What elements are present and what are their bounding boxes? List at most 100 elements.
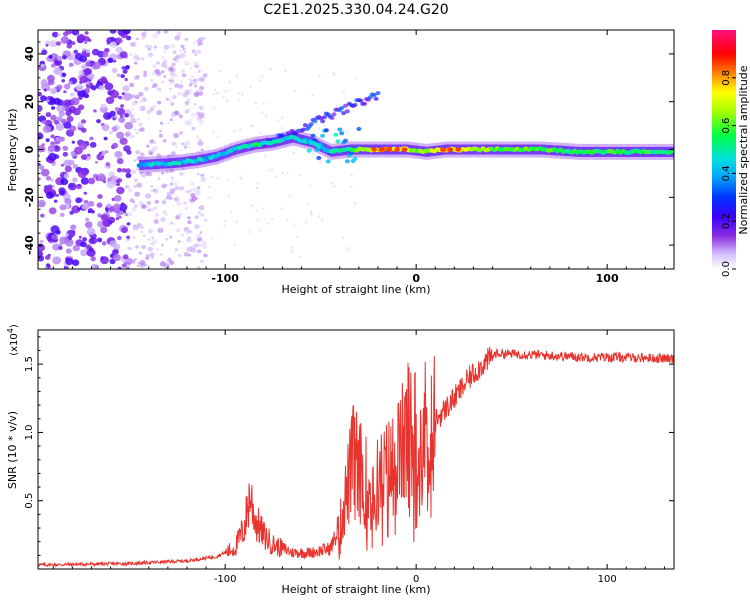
- noise-blob: [45, 43, 49, 47]
- noise-blob: [141, 57, 145, 61]
- noise-blob: [162, 56, 165, 59]
- noise-dot: [271, 168, 274, 171]
- noise-blob: [164, 237, 169, 241]
- noise-blob: [156, 110, 163, 116]
- noise-blob: [114, 115, 118, 119]
- noise-blob: [130, 259, 136, 264]
- noise-blob: [169, 118, 173, 122]
- noise-blob: [188, 146, 191, 149]
- noise-blob: [147, 47, 151, 52]
- noise-blob: [193, 243, 199, 248]
- noise-blob: [69, 125, 77, 132]
- noise-blob: [124, 77, 128, 82]
- noise-blob: [167, 121, 170, 124]
- noise-blob: [179, 49, 182, 53]
- snr-series-line: [38, 346, 674, 568]
- noise-blob: [40, 213, 45, 218]
- noise-blob: [45, 112, 52, 118]
- noise-blob: [184, 145, 188, 149]
- noise-dot: [286, 171, 289, 175]
- noise-blob: [58, 187, 66, 194]
- noise-dot: [311, 93, 315, 97]
- noise-blob: [188, 78, 191, 81]
- noise-blob: [133, 75, 140, 81]
- noise-blob: [122, 69, 128, 74]
- noise-blob: [127, 246, 131, 250]
- noise-blob: [71, 259, 80, 267]
- branch-blob: [310, 133, 316, 138]
- noise-blob: [174, 35, 181, 41]
- snr-frame: [37, 329, 675, 570]
- noise-blob: [163, 50, 166, 53]
- noise-blob: [124, 121, 133, 130]
- noise-blob: [152, 83, 158, 88]
- noise-blob: [197, 211, 200, 214]
- noise-blob: [171, 179, 175, 182]
- noise-blob: [173, 132, 180, 139]
- noise-blob: [119, 203, 128, 212]
- noise-blob: [143, 234, 146, 237]
- noise-blob: [189, 118, 193, 121]
- noise-blob: [50, 114, 57, 121]
- noise-blob: [141, 204, 147, 210]
- noise-blob: [49, 87, 58, 95]
- noise-blob: [151, 71, 156, 76]
- noise-blob: [146, 200, 152, 205]
- branch-blob: [302, 123, 308, 128]
- noise-dot: [318, 215, 321, 218]
- noise-dot: [309, 212, 313, 215]
- noise-blob: [197, 243, 202, 247]
- noise-blob: [150, 79, 153, 82]
- noise-blob: [160, 216, 167, 223]
- noise-blob: [38, 132, 44, 140]
- noise-blob: [75, 84, 84, 92]
- noise-blob: [40, 168, 50, 177]
- noise-blob: [121, 168, 127, 173]
- noise-blob: [197, 186, 201, 190]
- noise-blob: [47, 97, 56, 106]
- noise-blob: [115, 46, 123, 54]
- noise-dot: [248, 230, 252, 234]
- noise-blob: [111, 249, 119, 256]
- noise-blob: [165, 214, 168, 217]
- noise-blob: [196, 49, 202, 55]
- noise-blob: [100, 103, 107, 109]
- noise-blob: [103, 180, 107, 184]
- noise-blob: [157, 227, 164, 234]
- noise-blob: [148, 228, 154, 234]
- noise-dot: [290, 246, 294, 249]
- noise-blob: [65, 257, 74, 266]
- noise-blob: [90, 256, 96, 262]
- noise-blob: [65, 110, 72, 117]
- noise-dot: [353, 202, 357, 205]
- noise-dot: [269, 68, 272, 71]
- noise-blob: [59, 243, 63, 246]
- branch-blob: [352, 103, 358, 107]
- noise-blob: [124, 113, 129, 118]
- noise-blob: [117, 235, 122, 241]
- noise-dot: [354, 77, 357, 80]
- noise-blob: [104, 82, 114, 91]
- noise-blob: [71, 41, 76, 45]
- noise-blob: [145, 193, 152, 199]
- noise-dot: [290, 250, 293, 253]
- noise-blob: [119, 137, 128, 145]
- branch-blob: [373, 96, 379, 101]
- noise-blob: [193, 80, 198, 85]
- noise-blob: [156, 71, 162, 77]
- noise-blob: [194, 215, 199, 219]
- noise-blob: [79, 142, 87, 151]
- noise-blob: [114, 107, 120, 112]
- noise-blob: [185, 108, 190, 113]
- noise-blob: [115, 151, 122, 157]
- noise-blob: [190, 112, 197, 118]
- branch-blob: [312, 119, 318, 124]
- noise-blob: [162, 210, 168, 215]
- noise-blob: [116, 158, 124, 165]
- noise-blob: [135, 245, 139, 249]
- x-tick-label: -100: [211, 272, 239, 285]
- noise-blob: [141, 244, 146, 249]
- noise-blob: [72, 230, 76, 234]
- noise-dot: [333, 73, 336, 77]
- noise-blob: [160, 70, 165, 74]
